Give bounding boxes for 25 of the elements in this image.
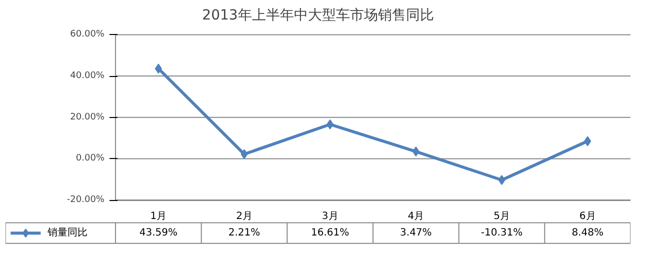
data-label: 2.21% [228, 228, 260, 239]
y-tick-label: 60.00% [70, 30, 105, 40]
x-tick-label: 3月 [322, 211, 338, 222]
y-tick-label: 0.00% [76, 154, 105, 164]
chart-title: 2013年上半年中大型车市场销售同比 [202, 8, 434, 24]
x-tick-label: 1月 [150, 211, 167, 222]
point [326, 119, 334, 130]
y-tick-label: 20.00% [70, 112, 105, 122]
data-label: 43.59% [139, 228, 178, 239]
point [240, 149, 248, 160]
x-tick-label: 2月 [236, 211, 252, 222]
point [412, 146, 420, 157]
y-tick-label: -20.00% [66, 195, 105, 206]
point [154, 64, 162, 74]
y-tick-label: 40.00% [70, 71, 105, 82]
x-tick-label: 4月 [408, 211, 424, 222]
data-label: 3.47% [400, 228, 432, 239]
data-label: 8.48% [572, 228, 604, 239]
x-tick-label: 6月 [579, 211, 596, 222]
point [498, 175, 506, 186]
legend-label: 销量同比 [46, 226, 88, 239]
data-label: 16.61% [311, 228, 350, 239]
data-label: -10.31% [480, 228, 523, 239]
x-tick-label: 5月 [494, 211, 510, 222]
point [584, 136, 592, 146]
